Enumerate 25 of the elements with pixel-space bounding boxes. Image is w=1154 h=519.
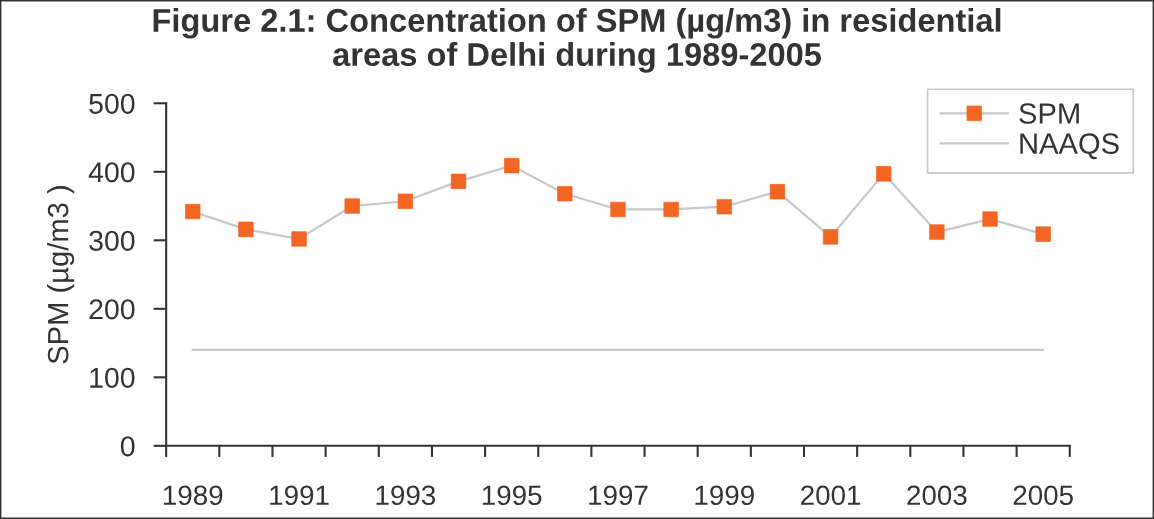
legend-label: NAAQS: [1020, 133, 1119, 160]
x-tick-label: 1989: [163, 485, 223, 506]
x-tick-label: 2003: [907, 485, 967, 506]
y-tick-label: 100: [90, 367, 135, 388]
x-tick-label: 1997: [589, 485, 648, 506]
y-tick-label: 0: [120, 436, 135, 457]
x-tick-label: 2001: [801, 485, 861, 506]
x-tick-label: 1993: [376, 485, 436, 506]
x-tick-label: 1991: [270, 485, 329, 506]
point: [504, 157, 520, 174]
y-tick-label: 300: [89, 230, 135, 251]
point: [610, 201, 626, 218]
point: [450, 173, 467, 190]
point: [663, 201, 679, 218]
x-tick-label: 1999: [695, 485, 754, 506]
y-tick-label: 500: [89, 93, 135, 114]
chart-title: Figure 2.1: Concentration of SPM (µg/m3) in residential areas of Delhi during 1989-2005: [153, 8, 1001, 73]
y-tick-label: 200: [89, 299, 135, 320]
legend-label: SPM: [1019, 103, 1079, 124]
y-axis-title: SPM (µg/m3 ): [47, 186, 75, 364]
x-tick-label: 1995: [482, 485, 542, 506]
point: [557, 186, 573, 202]
x-tick-label: 2005: [1013, 485, 1073, 506]
y-tick-label: 400: [88, 162, 135, 183]
point: [185, 203, 201, 220]
